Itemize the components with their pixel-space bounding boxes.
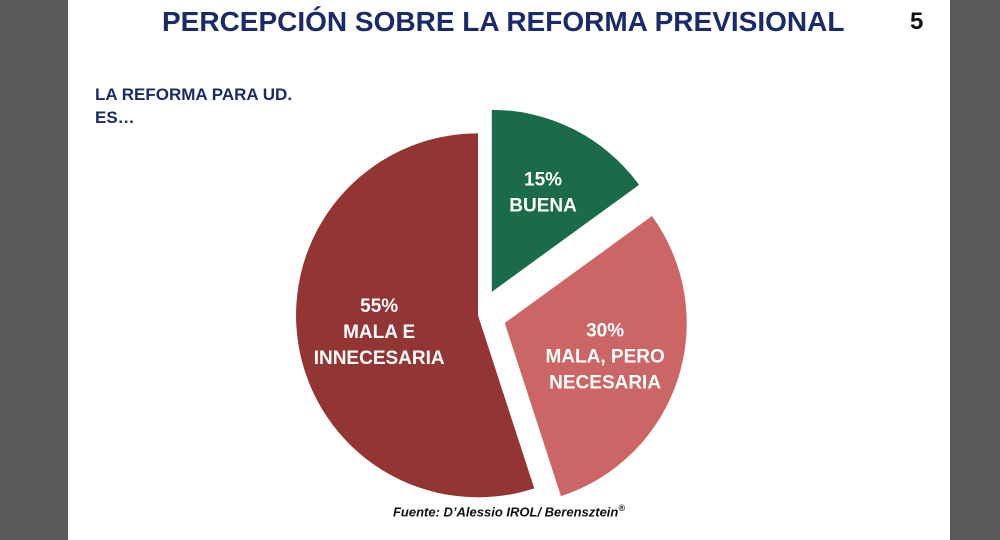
pie-label-1: 30% MALA, PERO NECESARIA bbox=[545, 321, 664, 394]
page-number: 5 bbox=[910, 8, 924, 35]
pie-label-category: NECESARIA bbox=[549, 373, 661, 394]
pie-label-0: 15% BUENA bbox=[509, 169, 577, 216]
pie-slice-0 bbox=[491, 109, 640, 292]
source-note: Fuente: D’Alessio IROL/ Berensztein® bbox=[68, 503, 950, 519]
pie-label-percent: 30% bbox=[586, 321, 624, 342]
pie-label-category: BUENA bbox=[509, 195, 577, 216]
question-line-2: ES… bbox=[95, 108, 135, 127]
pie-labels: 15% BUENA 30% MALA, PERO NECESARIA 55% MALA E I… bbox=[314, 169, 665, 393]
question-line-1: LA REFORMA PARA UD. bbox=[95, 85, 293, 104]
source-text: Fuente: D’Alessio IROL/ Berensztein bbox=[392, 504, 619, 520]
pie-slice-1 bbox=[504, 216, 687, 497]
pie-label-category: INNECESARIA bbox=[314, 348, 445, 369]
pie-label-category: MALA, PERO bbox=[545, 347, 664, 368]
pie-slices bbox=[296, 109, 687, 498]
page-title: PERCEPCIÓN SOBRE LA REFORMA PREVISIONAL bbox=[162, 6, 845, 37]
pie-label-category: MALA E bbox=[343, 322, 415, 343]
registered-mark: ® bbox=[618, 503, 625, 513]
slide: PERCEPCIÓN SOBRE LA REFORMA PREVISIONAL … bbox=[68, 0, 950, 540]
pie-chart: 15% BUENA 30% MALA, PERO NECESARIA 55% MALA E I… bbox=[296, 109, 687, 498]
pie-label-percent: 55% bbox=[360, 296, 398, 317]
question-label: LA REFORMA PARA UD. ES… bbox=[95, 83, 355, 129]
pie-slice-2 bbox=[296, 133, 535, 498]
pie-label-percent: 15% bbox=[524, 169, 562, 190]
pie-label-2: 55% MALA E INNECESARIA bbox=[314, 296, 445, 369]
